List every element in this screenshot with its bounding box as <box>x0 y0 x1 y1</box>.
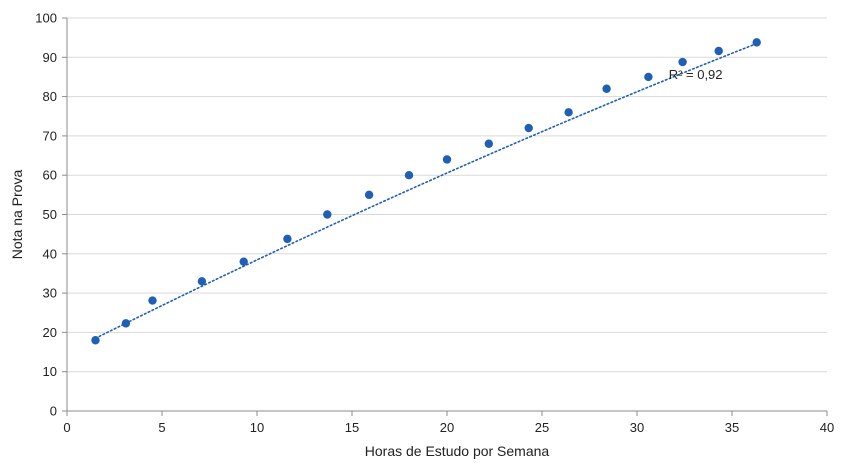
data-point <box>404 171 414 180</box>
x-tick-label: 5 <box>158 420 165 435</box>
axes <box>62 17 828 416</box>
x-tick-label: 30 <box>630 420 644 435</box>
data-point <box>91 336 100 345</box>
data-point <box>714 46 723 56</box>
y-tick-label: 0 <box>50 404 57 419</box>
data-point <box>148 296 157 305</box>
y-tick-label: 30 <box>43 286 57 301</box>
x-axis-title: Horas de Estudo por Semana <box>365 443 550 459</box>
data-point <box>752 38 761 47</box>
r-squared-annotation: R² = 0,92 <box>669 67 723 82</box>
trendline-path <box>94 42 758 340</box>
y-tick-label: 50 <box>43 207 57 222</box>
data-points <box>91 38 761 345</box>
data-point <box>678 57 687 67</box>
trendline <box>94 42 758 340</box>
data-point <box>283 234 292 244</box>
x-tick-label: 25 <box>535 420 549 435</box>
y-tick-label: 10 <box>43 364 57 379</box>
y-tick-label: 80 <box>43 89 57 104</box>
gridlines <box>67 17 827 373</box>
data-point <box>121 319 131 328</box>
data-point <box>644 72 653 82</box>
y-tick-label: 90 <box>43 50 57 65</box>
data-point <box>323 210 332 219</box>
x-tick-label: 0 <box>63 420 70 435</box>
tick-labels: 0 10 20 30 40 50 60 70 80 90 100 0 5 10 15 20 25 30 35 40 <box>35 11 834 436</box>
data-point <box>239 257 248 266</box>
x-tick-label: 20 <box>440 420 454 435</box>
data-point <box>364 190 374 200</box>
x-tick-label: 10 <box>250 420 264 435</box>
data-point <box>197 277 207 286</box>
data-point <box>442 155 452 164</box>
y-axis-title: Nota na Prova <box>9 170 25 260</box>
x-tick-label: 40 <box>820 420 834 435</box>
x-tick-label: 35 <box>725 420 739 435</box>
data-point <box>484 139 493 148</box>
x-tick-label: 15 <box>345 420 359 435</box>
data-point <box>564 108 573 117</box>
y-tick-label: 20 <box>43 325 57 340</box>
y-tick-label: 60 <box>43 168 57 183</box>
y-tick-label: 40 <box>43 246 57 261</box>
data-point <box>524 123 533 133</box>
y-tick-label: 70 <box>43 128 57 143</box>
data-point <box>602 84 611 93</box>
y-tick-label: 100 <box>35 11 57 26</box>
